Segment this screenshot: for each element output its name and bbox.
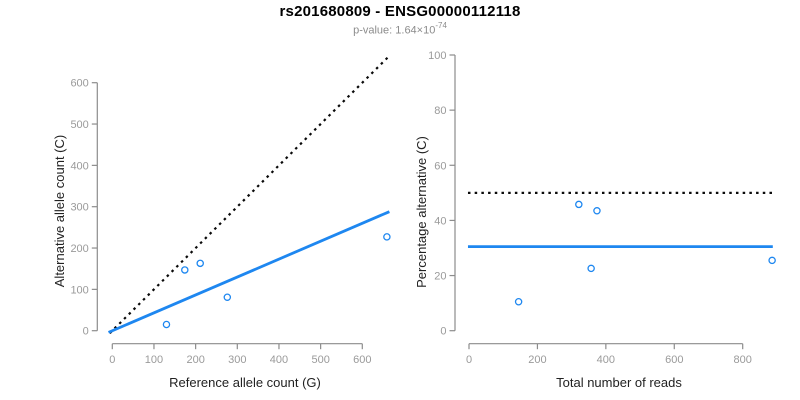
x-axis-title: Reference allele count (G) xyxy=(169,375,321,390)
y-axis-title: Alternative allele count (C) xyxy=(52,135,67,287)
y-tick-label: 100 xyxy=(428,50,446,62)
plot-title: rs201680809 - ENSG00000112118 xyxy=(279,3,521,20)
panel-right: 0 20 40 60 80 100 0 200 400 600 800 Total number of… xyxy=(414,50,776,390)
fit-line xyxy=(107,210,390,334)
plot-subtitle: p-value: 1.64×10-74 xyxy=(0,21,800,37)
y-tick-label: 80 xyxy=(434,105,446,117)
x-tick-label: 800 xyxy=(734,354,752,366)
data-point xyxy=(575,200,583,209)
data-point xyxy=(181,266,189,274)
x-tick-label: 600 xyxy=(353,354,371,366)
data-point xyxy=(768,256,776,265)
y-tick-label: 100 xyxy=(70,284,88,296)
y-tick-label: 40 xyxy=(434,215,446,227)
data-point xyxy=(514,298,523,306)
y-axis-title: Percentage alternative (C) xyxy=(414,136,429,288)
panel-left: 0 100 200 300 400 500 600 0 100 200 300 400 500 600 Re… xyxy=(52,55,391,390)
x-axis-title: Total number of reads xyxy=(556,375,682,390)
y-tick-label: 0 xyxy=(83,326,89,338)
x-tick-label: 100 xyxy=(145,354,163,366)
x-tick-label: 200 xyxy=(528,354,546,366)
pvalue-exponent: -74 xyxy=(435,21,447,30)
y-tick-label: 200 xyxy=(70,243,88,255)
x-tick-label: 400 xyxy=(270,354,288,366)
y-tick-label: 600 xyxy=(70,78,88,90)
x-tick-label: 300 xyxy=(228,354,246,366)
data-point xyxy=(196,259,204,268)
data-point xyxy=(587,264,595,273)
y-tick-label: 500 xyxy=(70,119,88,131)
x-tick-label: 500 xyxy=(311,354,329,366)
x-tick-label: 600 xyxy=(665,354,683,366)
pvalue-text: p-value: 1.64×10 xyxy=(353,24,436,37)
x-tick-label: 0 xyxy=(109,354,115,366)
data-point xyxy=(223,293,232,301)
x-tick-label: 400 xyxy=(597,354,615,366)
y-tick-label: 0 xyxy=(440,326,446,338)
y-tick-label: 300 xyxy=(70,202,88,214)
data-point xyxy=(593,207,601,215)
x-tick-label: 0 xyxy=(466,354,472,366)
data-point xyxy=(383,233,391,241)
y-tick-label: 400 xyxy=(70,160,88,172)
identity-line xyxy=(109,55,390,334)
data-point xyxy=(162,320,171,329)
y-tick-label: 60 xyxy=(434,160,446,172)
y-tick-label: 20 xyxy=(434,271,446,283)
x-tick-label: 200 xyxy=(186,354,204,366)
